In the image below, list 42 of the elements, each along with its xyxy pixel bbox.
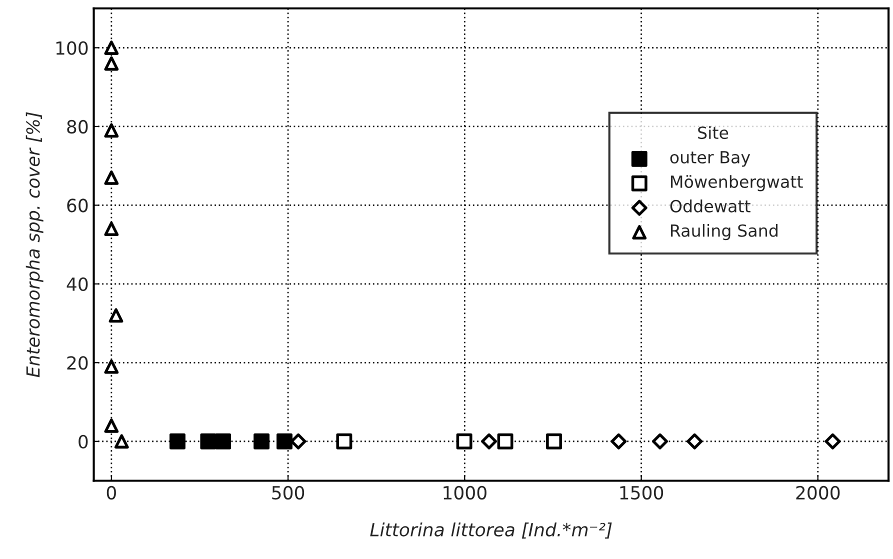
x-axis-title: Littorina littorea [Ind.*m⁻²]	[370, 522, 612, 539]
point	[215, 433, 232, 450]
y-tick-label: 20	[67, 356, 88, 370]
point	[824, 433, 841, 450]
point	[104, 56, 119, 71]
point	[104, 40, 119, 55]
x-tick-label: 500	[272, 486, 304, 500]
point	[497, 433, 514, 450]
x-tick-label: 0	[106, 486, 116, 500]
point	[481, 433, 498, 450]
legend-label: Möwenbergwatt	[671, 175, 803, 192]
point	[652, 433, 668, 450]
point	[108, 308, 124, 323]
point	[104, 418, 119, 433]
point	[170, 433, 186, 450]
x-tick-label: 1500	[620, 486, 664, 500]
y-axis-title: Enteromorpha spp. cover [%]	[26, 112, 44, 378]
point	[104, 359, 119, 374]
point	[104, 123, 119, 138]
point	[290, 433, 306, 450]
point	[686, 433, 703, 450]
point	[276, 433, 292, 450]
legend-title: Site	[698, 126, 728, 140]
legend-label: Oddewatt	[670, 200, 750, 212]
point	[610, 433, 627, 450]
legend-label: Rauling Sand	[671, 224, 778, 240]
y-tick-label: 40	[66, 277, 88, 292]
point	[546, 433, 562, 450]
x-tick-label: 1000	[444, 486, 486, 500]
y-tick-label: 60	[67, 198, 88, 212]
point	[114, 434, 129, 449]
y-tick-label: 100	[56, 41, 88, 55]
point	[200, 433, 216, 450]
point	[104, 170, 119, 185]
point	[104, 222, 119, 236]
x-tick-label: 2000	[796, 486, 840, 500]
point	[336, 433, 352, 450]
legend-label: outer Bay	[670, 151, 750, 167]
y-tick-label: 80	[67, 120, 88, 134]
y-tick-label: 0	[78, 434, 88, 448]
point	[456, 433, 472, 450]
point	[254, 433, 270, 450]
